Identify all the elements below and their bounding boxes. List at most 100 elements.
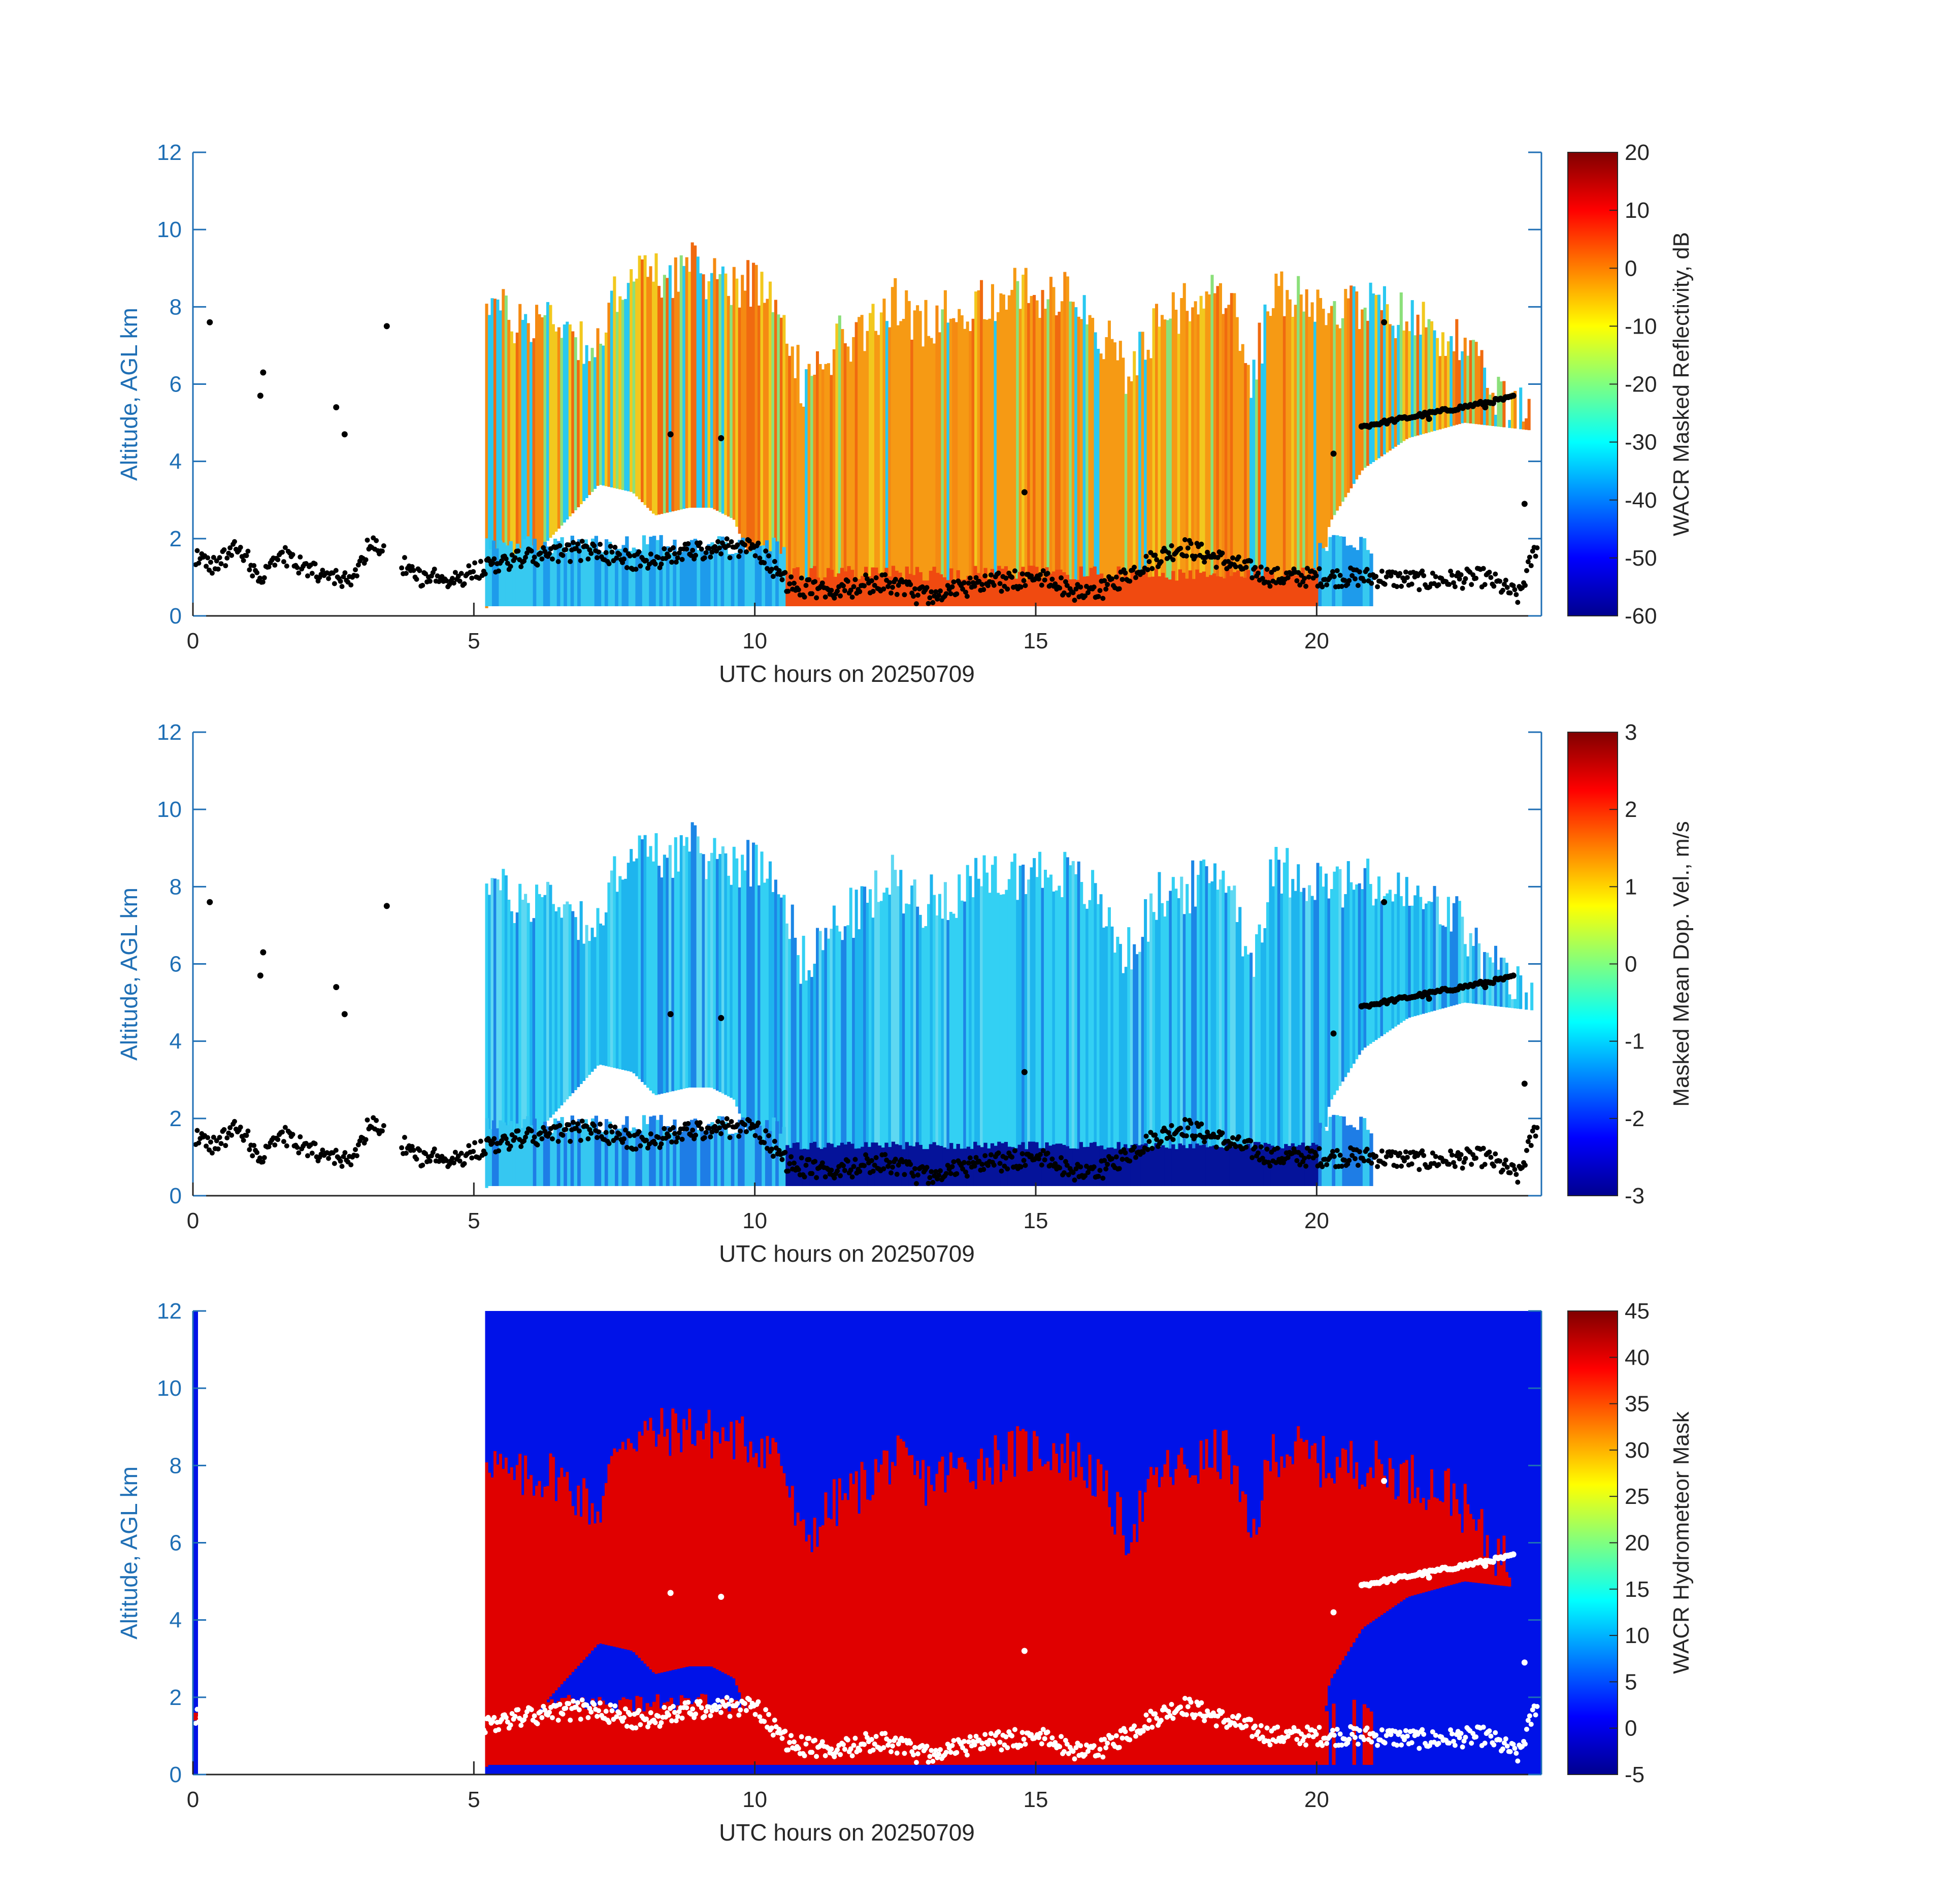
field-column xyxy=(960,900,964,1185)
field-column xyxy=(624,878,628,1071)
boundary-layer-column xyxy=(1291,1143,1295,1186)
field-column xyxy=(1355,291,1359,480)
boundary-layer-column xyxy=(502,542,506,606)
field-column xyxy=(1402,906,1406,1021)
boundary-layer-column xyxy=(652,1701,656,1765)
ceilometer-point xyxy=(1403,1149,1408,1155)
field-column xyxy=(818,931,822,1185)
boundary-layer-column xyxy=(765,540,769,606)
ceilometer-point xyxy=(194,1706,200,1712)
boundary-layer-column xyxy=(1154,1704,1158,1765)
ceilometer-point xyxy=(726,1123,731,1128)
ceilometer-point xyxy=(560,552,566,558)
ceilometer-point xyxy=(617,1132,622,1137)
field-column xyxy=(621,879,624,1070)
field-column xyxy=(952,1467,956,1763)
field-column xyxy=(1107,1507,1111,1763)
ceilometer-point xyxy=(204,1722,209,1728)
ceilometer-point xyxy=(1249,575,1255,580)
field-column xyxy=(1261,363,1264,605)
ceilometer-point xyxy=(257,1551,264,1558)
boundary-layer-column xyxy=(1233,1710,1237,1765)
ceilometer-point xyxy=(1430,570,1435,576)
field-column xyxy=(1463,944,1467,1003)
boundary-layer-column xyxy=(502,1712,506,1765)
field-column xyxy=(532,338,536,556)
boundary-layer-column xyxy=(1127,578,1131,606)
field-column xyxy=(1122,1535,1125,1763)
ceilometer-point xyxy=(621,1136,627,1141)
ceilometer-point xyxy=(1346,1158,1352,1163)
field-column xyxy=(1288,1456,1292,1763)
ceilometer-point xyxy=(1248,559,1254,564)
ceilometer-point xyxy=(1342,578,1347,583)
field-column xyxy=(504,1457,508,1746)
ceilometer-point xyxy=(1273,580,1279,585)
field-column xyxy=(649,1418,652,1669)
field-column xyxy=(702,1439,705,1666)
boundary-layer-column xyxy=(847,1141,851,1186)
ceilometer-point xyxy=(1132,1723,1137,1729)
field-column xyxy=(827,938,830,1185)
ceilometer-point xyxy=(341,574,346,579)
ceilometer-point xyxy=(949,584,955,589)
field-column xyxy=(1180,1448,1183,1763)
ceilometer-point xyxy=(547,1710,552,1715)
field-column xyxy=(896,325,900,605)
ceilometer-point xyxy=(1005,1166,1010,1172)
field-column xyxy=(549,305,552,538)
ceilometer-point xyxy=(1361,578,1367,584)
ceilometer-point xyxy=(1369,1160,1374,1166)
ceilometer-point xyxy=(951,1738,957,1744)
ceilometer-point xyxy=(1255,570,1261,576)
field-column xyxy=(1263,928,1267,1185)
ceilometer-point xyxy=(247,567,252,573)
field-column xyxy=(1135,375,1139,605)
field-column xyxy=(1310,896,1314,1185)
field-column xyxy=(566,321,569,520)
ceilometer-point xyxy=(338,1737,343,1743)
ceilometer-point xyxy=(403,571,409,576)
field-column xyxy=(888,1484,892,1763)
boundary-layer-column xyxy=(936,1701,940,1765)
field-column xyxy=(730,1422,733,1677)
ceilometer-point xyxy=(223,1143,228,1148)
boundary-layer-column xyxy=(1362,1704,1367,1765)
field-column xyxy=(657,1434,661,1673)
boundary-layer-column xyxy=(748,1708,752,1765)
ceilometer-point xyxy=(333,404,340,411)
y-tick-label: 0 xyxy=(170,1762,182,1787)
ceilometer-point xyxy=(672,1131,677,1136)
boundary-layer-column xyxy=(1171,1144,1175,1186)
ceilometer-point xyxy=(482,571,488,577)
boundary-layer-column xyxy=(628,550,633,606)
boundary-layer-column xyxy=(608,1705,612,1765)
ceilometer-point xyxy=(1059,575,1064,581)
field-column xyxy=(954,322,958,605)
ceilometer-point xyxy=(1029,1732,1034,1737)
field-column xyxy=(1219,1479,1222,1763)
field-column xyxy=(1207,294,1211,605)
boundary-layer-column xyxy=(543,1122,547,1186)
ceilometer-point xyxy=(785,588,791,594)
boundary-layer-column xyxy=(942,577,946,606)
ceilometer-point xyxy=(709,1129,715,1135)
ceilometer-point xyxy=(1316,566,1322,572)
ceilometer-point xyxy=(1264,1146,1270,1152)
boundary-layer-column xyxy=(499,1120,503,1186)
ceilometer-point xyxy=(1420,568,1425,574)
boundary-layer-column xyxy=(519,1128,523,1186)
field-column xyxy=(905,903,908,1185)
boundary-layer-column xyxy=(1202,1144,1206,1186)
field-column xyxy=(1477,943,1481,1004)
field-column xyxy=(1216,1471,1220,1763)
ceilometer-point xyxy=(669,1139,675,1145)
field-column xyxy=(1099,894,1103,1185)
ceilometer-point xyxy=(333,984,340,991)
x-axis-label: UTC hours on 20250709 xyxy=(719,1240,975,1267)
ceilometer-point xyxy=(865,1156,870,1162)
ceilometer-point xyxy=(466,1143,472,1148)
field-column xyxy=(1327,1473,1331,1686)
ceilometer-point xyxy=(788,574,794,580)
